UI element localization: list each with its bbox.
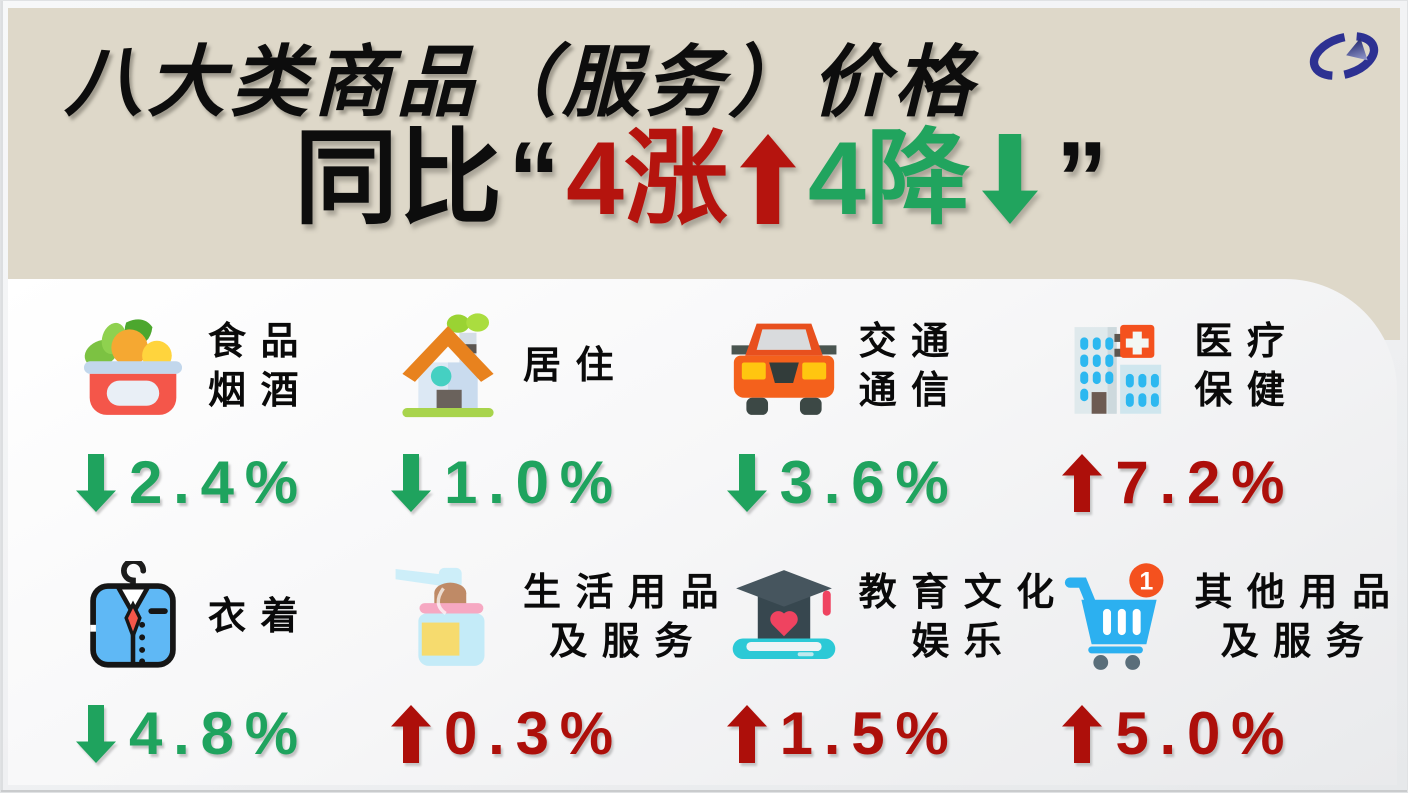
category-header: 食 品烟 酒 <box>76 300 385 434</box>
category-value: 0.3% <box>390 699 721 768</box>
category-label-line: 保 健 <box>1194 370 1287 412</box>
category-label: 其 他 用 品及 服 务 <box>1194 569 1392 668</box>
category-label: 教 育 文 化娱 乐 <box>859 569 1057 668</box>
car-icon <box>727 310 841 424</box>
category-label-line: 通 信 <box>858 370 952 412</box>
category-cell: 衣 着 4.8% <box>70 551 385 768</box>
up-arrow-icon <box>726 704 767 763</box>
category-value-text: 1.5% <box>779 700 960 767</box>
category-cell: 食 品烟 酒 2.4% <box>70 300 385 517</box>
categories-grid: 食 品烟 酒 2.4% 居 住 1.0% 交 通通 信 3.6% 医 疗保 健 7.2%… <box>70 300 1392 768</box>
cart-badge-count: 1 <box>1140 568 1154 596</box>
category-label-line: 交 通 <box>858 320 952 363</box>
category-label: 交 通通 信 <box>859 318 952 417</box>
category-value: 5.0% <box>1062 699 1392 768</box>
category-value: 1.5% <box>726 699 1057 768</box>
category-label: 居 住 <box>523 342 616 391</box>
food-basket-icon <box>76 310 190 424</box>
down-arrow-icon <box>76 704 116 763</box>
category-header: 教 育 文 化娱 乐 <box>727 551 1057 685</box>
down-arrow-icon <box>726 453 767 512</box>
close-quote: ” <box>1055 121 1108 237</box>
category-header: 医 疗保 健 <box>1062 300 1392 434</box>
category-cell: 1 其 他 用 品及 服 务 5.0% <box>1056 551 1392 768</box>
subtitle-up-text: 4涨 <box>566 121 728 237</box>
open-quote: “ <box>508 121 561 237</box>
category-label-line: 生 活 用 品 <box>522 571 721 614</box>
category-cell: 医 疗保 健 7.2% <box>1056 300 1392 517</box>
category-value-text: 3.6% <box>779 449 960 516</box>
category-cell: 教 育 文 化娱 乐 1.5% <box>721 551 1057 768</box>
content-card <box>8 279 1397 785</box>
category-label-line: 及 服 务 <box>549 621 695 663</box>
page-title: 八大类商品（服务）价格 <box>64 38 978 126</box>
category-value-text: 5.0% <box>1115 700 1296 767</box>
category-label: 医 疗保 健 <box>1194 318 1287 417</box>
category-value-text: 4.8% <box>129 700 309 767</box>
hospital-icon <box>1062 310 1176 424</box>
subtitle-down-text: 4降 <box>808 121 970 237</box>
up-arrow-icon <box>740 134 796 224</box>
category-value: 1.0% <box>390 448 721 517</box>
category-label-line: 教 育 文 化 <box>858 571 1057 614</box>
down-arrow-icon <box>981 134 1038 224</box>
up-arrow-icon <box>390 704 431 763</box>
category-value-text: 7.2% <box>1115 449 1296 516</box>
category-cell: 生 活 用 品及 服 务 0.3% <box>385 551 721 768</box>
category-label-line: 烟 酒 <box>208 370 301 412</box>
category-header: 居 住 <box>391 300 721 434</box>
category-cell: 交 通通 信 3.6% <box>721 300 1057 517</box>
house-icon <box>391 310 505 424</box>
down-arrow-icon <box>390 453 431 512</box>
category-header: 衣 着 <box>76 551 385 685</box>
category-cell: 居 住 1.0% <box>385 300 721 517</box>
category-label-line: 医 疗 <box>1194 320 1287 363</box>
category-value-text: 2.4% <box>129 449 309 516</box>
up-arrow-icon <box>1062 704 1103 763</box>
category-label-line: 其 他 用 品 <box>1194 571 1392 614</box>
category-value: 7.2% <box>1062 448 1392 517</box>
down-arrow-icon <box>76 453 116 512</box>
category-value-text: 1.0% <box>443 449 624 516</box>
category-label-line: 衣 着 <box>208 596 301 639</box>
subtitle-prefix: 同比 <box>294 121 503 237</box>
education-icon <box>727 561 841 675</box>
category-value: 3.6% <box>726 448 1057 517</box>
category-header: 生 活 用 品及 服 务 <box>391 551 721 685</box>
clothing-icon <box>76 561 190 675</box>
category-label-line: 食 品 <box>208 320 301 363</box>
subtitle: 同比 “ 4涨 4降 ” <box>0 121 1408 237</box>
up-arrow-icon <box>1062 453 1103 512</box>
category-label: 食 品烟 酒 <box>208 318 301 417</box>
soap-dispenser-icon <box>391 561 505 675</box>
category-value: 2.4% <box>76 448 385 517</box>
shopping-cart-icon: 1 <box>1062 561 1176 675</box>
category-label: 生 活 用 品及 服 务 <box>523 569 721 668</box>
category-header: 交 通通 信 <box>727 300 1057 434</box>
category-value: 4.8% <box>76 699 385 768</box>
category-label-line: 娱 乐 <box>911 621 1004 663</box>
category-header: 1 其 他 用 品及 服 务 <box>1062 551 1392 685</box>
category-value-text: 0.3% <box>443 700 624 767</box>
category-label: 衣 着 <box>208 593 301 642</box>
category-label-line: 及 服 务 <box>1220 621 1366 663</box>
category-label-line: 居 住 <box>522 345 616 388</box>
national-bureau-of-statistics-logo-icon <box>1306 22 1382 90</box>
